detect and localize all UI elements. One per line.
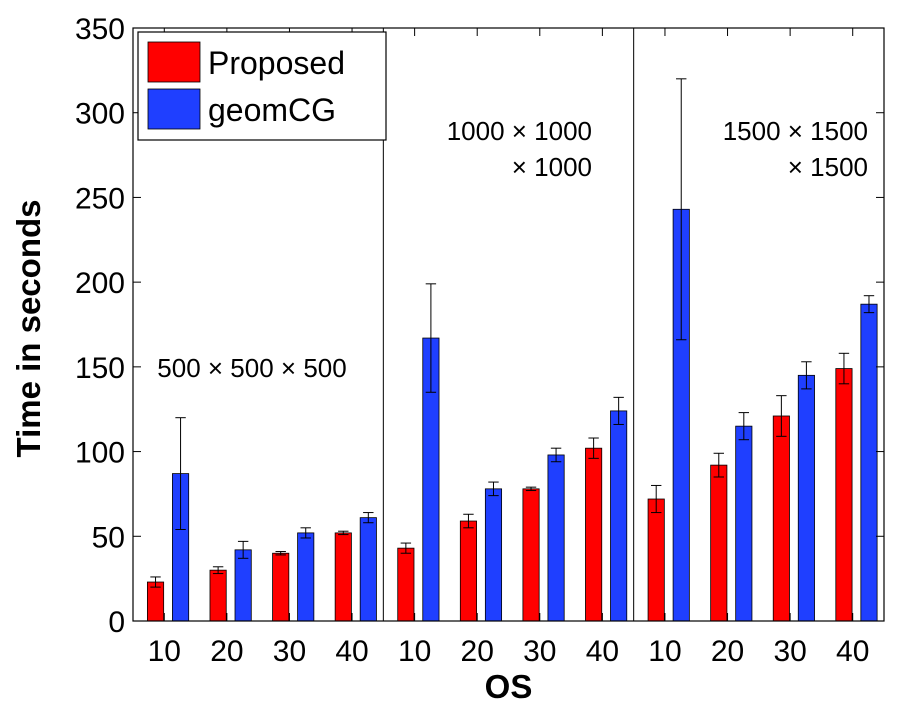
- bar-geomcg-2: [297, 532, 315, 622]
- x-tick-label-9: 20: [711, 635, 744, 668]
- y-tick-label-5: 250: [75, 182, 125, 215]
- bar-geomcg-7: [610, 410, 628, 622]
- y-tick-label-6: 300: [75, 98, 125, 131]
- error-bar-geomcg-11: [863, 295, 875, 314]
- bar-proposed-7: [585, 447, 603, 622]
- bar-proposed-11: [835, 368, 853, 622]
- bar-geomcg-10: [797, 374, 815, 622]
- error-bar-proposed-0: [150, 576, 161, 588]
- bar-proposed-3: [334, 532, 352, 622]
- x-tick-label-0: 10: [148, 635, 181, 668]
- error-bar-proposed-4: [400, 542, 412, 554]
- x-tick-label-3: 40: [335, 635, 368, 668]
- x-tick-label-7: 40: [586, 635, 619, 668]
- error-bar-geomcg-2: [300, 527, 311, 539]
- bar-geomcg-5: [484, 488, 503, 622]
- y-tick-label-2: 100: [75, 437, 125, 470]
- error-bar-proposed-8: [650, 484, 662, 514]
- axes-layer: [132, 27, 885, 622]
- x-axis-title: OS: [485, 668, 533, 705]
- error-bar-geomcg-1: [237, 540, 249, 559]
- x-tick-label-2: 30: [273, 635, 306, 668]
- x-tick-label-11: 40: [836, 635, 869, 668]
- bar-proposed-5: [459, 520, 477, 622]
- error-bar-proposed-9: [713, 452, 724, 478]
- x-tick-label-4: 10: [398, 635, 431, 668]
- error-bar-proposed-10: [776, 395, 787, 437]
- x-tick-label-8: 10: [648, 635, 681, 668]
- bar-proposed-2: [272, 552, 290, 622]
- group-label-0-line-0: 500 × 500 × 500: [157, 353, 346, 383]
- bar-proposed-6: [522, 488, 540, 622]
- bar-geomcg-11: [860, 303, 878, 622]
- error-bar-geomcg-7: [613, 396, 624, 425]
- error-bar-proposed-7: [588, 437, 599, 459]
- bar-proposed-9: [710, 464, 728, 622]
- annotations-layer: 500 × 500 × 500 1000 × 1000 × 1000 1500 × 1…: [157, 116, 868, 383]
- bar-proposed-1: [209, 569, 227, 622]
- error-bar-geomcg-5: [488, 481, 499, 497]
- error-bar-proposed-2: [275, 551, 286, 556]
- legend-label-geomcg: geomCG: [208, 92, 336, 128]
- error-bar-proposed-11: [838, 352, 850, 385]
- legend-swatch-geomcg: [147, 88, 201, 130]
- bar-proposed-0: [146, 581, 165, 622]
- bar-geomcg-1: [234, 549, 252, 622]
- y-tick-label-4: 200: [75, 267, 125, 300]
- error-bar-geomcg-4: [425, 283, 437, 393]
- error-bar-geomcg-0: [175, 417, 186, 531]
- error-bar-geomcg-8: [676, 78, 687, 341]
- bar-proposed-4: [397, 547, 415, 622]
- y-tick-label-0: 0: [108, 606, 125, 639]
- plot-frame: [132, 27, 885, 622]
- bar-proposed-10: [772, 415, 790, 622]
- x-tick-label-1: 20: [210, 635, 243, 668]
- group-label-1-line-1: × 1000: [512, 152, 592, 182]
- legend-label-proposed: Proposed: [208, 45, 345, 81]
- error-bar-proposed-6: [525, 486, 537, 492]
- error-bar-geomcg-6: [550, 447, 562, 463]
- error-bar-proposed-3: [338, 530, 349, 536]
- error-bars-layer: [150, 78, 875, 588]
- bar-proposed-8: [647, 498, 665, 622]
- error-bar-geomcg-9: [738, 412, 750, 441]
- legend-swatch-proposed: [147, 41, 201, 83]
- group-label-2-line-0: 1500 × 1500: [723, 116, 868, 146]
- y-tick-label-3: 150: [75, 352, 125, 385]
- bars-layer: [146, 208, 878, 622]
- x-tick-label-5: 20: [461, 635, 494, 668]
- bar-geomcg-9: [735, 425, 753, 622]
- error-bar-proposed-5: [463, 513, 474, 529]
- x-tick-label-6: 30: [523, 635, 556, 668]
- ticks-layer: 0 50 100 150 200 250 300 350 10 20 30 40 10 20 30 40 10 2…: [75, 13, 884, 668]
- bar-geomcg-6: [547, 454, 565, 622]
- y-tick-label-7: 350: [75, 13, 125, 46]
- group-label-1-line-0: 1000 × 1000: [447, 116, 592, 146]
- group-label-2-line-1: × 1500: [788, 152, 868, 182]
- x-tick-label-10: 30: [773, 635, 806, 668]
- y-axis-title: Time in seconds: [10, 200, 47, 458]
- error-bar-geomcg-10: [801, 361, 812, 390]
- bar-geomcg-3: [359, 517, 377, 622]
- y-tick-label-1: 50: [92, 521, 125, 554]
- error-bar-proposed-1: [212, 566, 224, 575]
- error-bar-geomcg-3: [363, 512, 374, 524]
- legend: Proposed geomCG: [137, 31, 387, 141]
